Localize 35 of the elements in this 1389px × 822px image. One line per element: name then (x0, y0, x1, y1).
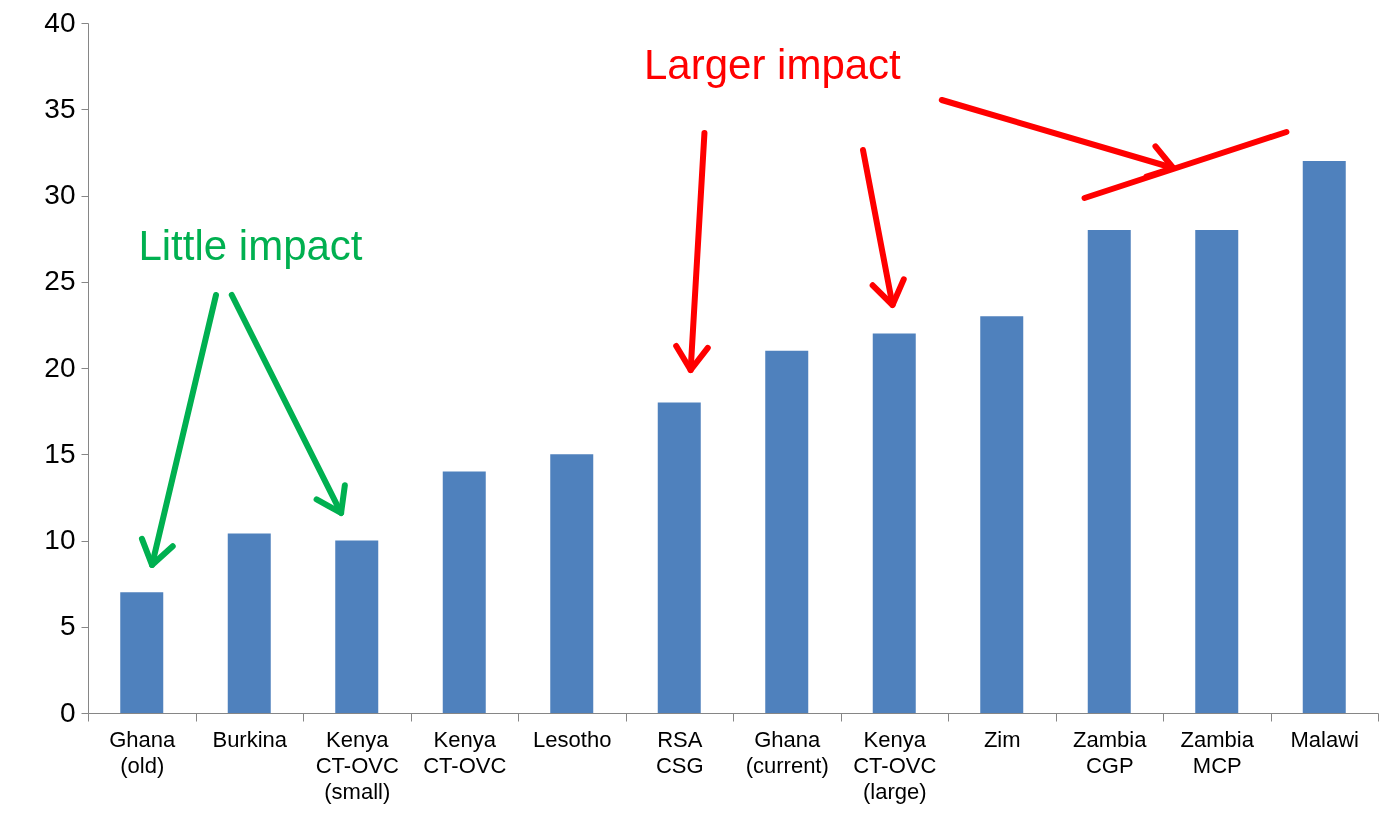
x-tick-label: Kenya CT-OVC (423, 726, 507, 778)
y-tick-label: 35 (44, 92, 76, 124)
y-tick-label: 15 (44, 437, 76, 469)
x-tick-label: Kenya CT-OVC (small) (315, 726, 399, 804)
bar (442, 471, 486, 713)
x-tick-label: RSA CSG (655, 726, 704, 778)
bar (1087, 230, 1131, 713)
x-tick-label: Malawi (1290, 726, 1359, 752)
annotation: Little impact (138, 222, 363, 270)
bar (980, 316, 1024, 713)
bar (872, 333, 916, 713)
bar (765, 350, 809, 713)
y-tick-label: 5 (59, 610, 76, 642)
x-tick-label: Ghana (current) (745, 726, 829, 778)
bar (657, 402, 701, 713)
bar (1302, 161, 1346, 713)
y-tick-label: 10 (44, 524, 76, 555)
x-tick-label: Kenya CT-OVC (large) (853, 726, 937, 804)
x-tick-label: Burkina (212, 726, 288, 752)
x-tick-label: Zambia CGP (1073, 726, 1148, 778)
y-tick-label: 0 (59, 696, 76, 728)
bar (227, 533, 271, 713)
y-tick-label: 25 (44, 265, 76, 297)
y-tick-label: 40 (44, 6, 76, 38)
x-tick-label: Lesotho (533, 726, 612, 752)
y-tick-label: 20 (44, 351, 76, 383)
bar (1195, 230, 1239, 713)
x-tick-label: Zambia MCP (1180, 726, 1255, 778)
y-tick-label: 30 (44, 179, 76, 210)
bar (120, 592, 164, 713)
annotation: Larger impact (644, 41, 902, 89)
x-tick-label: Zim (983, 726, 1021, 752)
bar (550, 454, 594, 713)
bar (335, 540, 379, 713)
x-tick-label: Ghana (old) (109, 726, 177, 778)
